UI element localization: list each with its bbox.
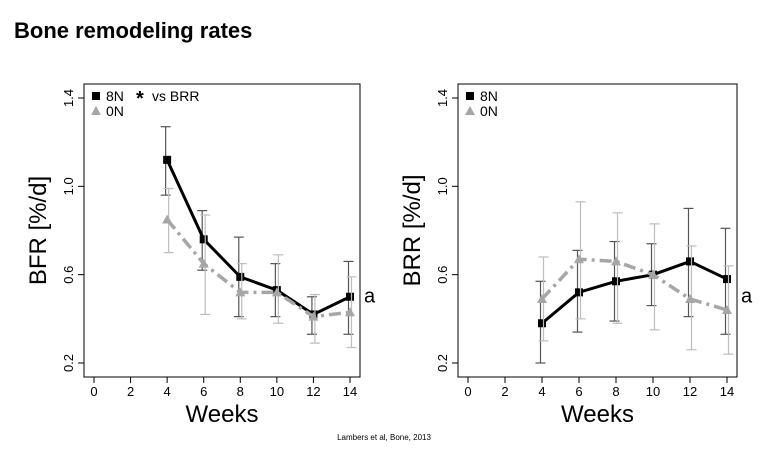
data-point-0N (537, 293, 547, 303)
legend-marker-8N (92, 92, 100, 100)
significance-star: * (136, 88, 144, 110)
data-point-8N (538, 319, 546, 328)
data-point-0N (198, 258, 209, 268)
legend-marker-0N (465, 106, 475, 115)
x-tick-label: 4 (164, 384, 171, 399)
data-point-8N (612, 277, 620, 286)
x-tick-label: 12 (306, 384, 320, 399)
x-tick-label: 14 (343, 384, 357, 399)
y-tick-label: 0.6 (435, 266, 450, 284)
legend-label-0N: 0N (106, 103, 124, 119)
y-tick-label: 0.2 (61, 354, 76, 372)
data-point-0N (722, 305, 732, 314)
series-line-0N (540, 257, 728, 312)
series-line-8N (541, 259, 728, 325)
series-line-8N (165, 159, 351, 316)
data-point-8N (163, 155, 172, 164)
y-tick-label: 1.4 (435, 89, 450, 107)
data-point-0N (685, 293, 695, 303)
x-tick-label: 6 (200, 384, 207, 399)
legend-label-8N: 8N (106, 88, 124, 104)
x-tick-label: 12 (683, 384, 697, 399)
slide-title: Bone remodeling rates (14, 18, 253, 43)
data-point-8N (346, 292, 354, 301)
chart-panel-bfr: 0 2 4 6 8 10 12 14 0.2 0.6 1.0 1.4 Weeks BFR [%/d] 8N *… (25, 83, 376, 428)
data-point-8N (575, 288, 583, 297)
data-point-8N (236, 272, 245, 281)
x-tick-label: 10 (270, 384, 284, 399)
data-point-0N (611, 256, 621, 266)
plot-frame (457, 83, 738, 378)
x-tick-label: 0 (464, 384, 471, 399)
x-axis-label: Weeks (186, 401, 259, 428)
data-point-0N (235, 287, 246, 297)
legend-label-8N: 8N (480, 88, 498, 104)
chart-panel-brr: 0 2 4 6 8 10 12 14 0.2 0.6 1.0 1.4 Weeks BRR [%/d] 8N0… (399, 83, 753, 428)
series-line-0N (165, 218, 351, 319)
x-tick-label: 14 (720, 384, 734, 399)
data-point-8N (199, 235, 208, 244)
data-point-8N (723, 275, 731, 284)
y-tick-label: 1.0 (61, 177, 76, 195)
y-axis-label: BFR [%/d] (25, 176, 52, 285)
x-tick-label: 0 (90, 384, 97, 399)
citation: Lambers et al, Bone, 2013 (337, 433, 431, 442)
x-axis-label: Weeks (561, 401, 634, 428)
data-point-0N (648, 269, 658, 279)
legend-marker-0N (91, 106, 101, 115)
x-tick-label: 2 (127, 384, 134, 399)
data-point-0N (162, 214, 173, 224)
data-point-0N (271, 287, 282, 297)
significance-annotation: a (741, 286, 753, 308)
legend-marker-8N (466, 92, 474, 100)
legend-label-0N: 0N (480, 103, 498, 119)
x-tick-label: 8 (237, 384, 244, 399)
y-tick-label: 1.0 (435, 177, 450, 195)
x-tick-label: 10 (646, 384, 660, 399)
data-point-0N (308, 311, 319, 321)
y-tick-label: 1.4 (61, 89, 76, 107)
significance-annotation: a (364, 286, 376, 308)
y-axis-label: BRR [%/d] (399, 174, 426, 286)
x-tick-label: 8 (612, 384, 619, 399)
y-tick-label: 0.6 (61, 266, 76, 284)
legend-note: vs BRR (152, 88, 199, 104)
y-tick-label: 0.2 (435, 354, 450, 372)
x-tick-label: 4 (538, 384, 545, 399)
x-tick-label: 2 (501, 384, 508, 399)
x-tick-label: 6 (575, 384, 582, 399)
data-point-0N (574, 254, 584, 264)
data-point-8N (686, 257, 694, 266)
data-point-0N (345, 307, 355, 317)
plot-frame (83, 83, 361, 378)
